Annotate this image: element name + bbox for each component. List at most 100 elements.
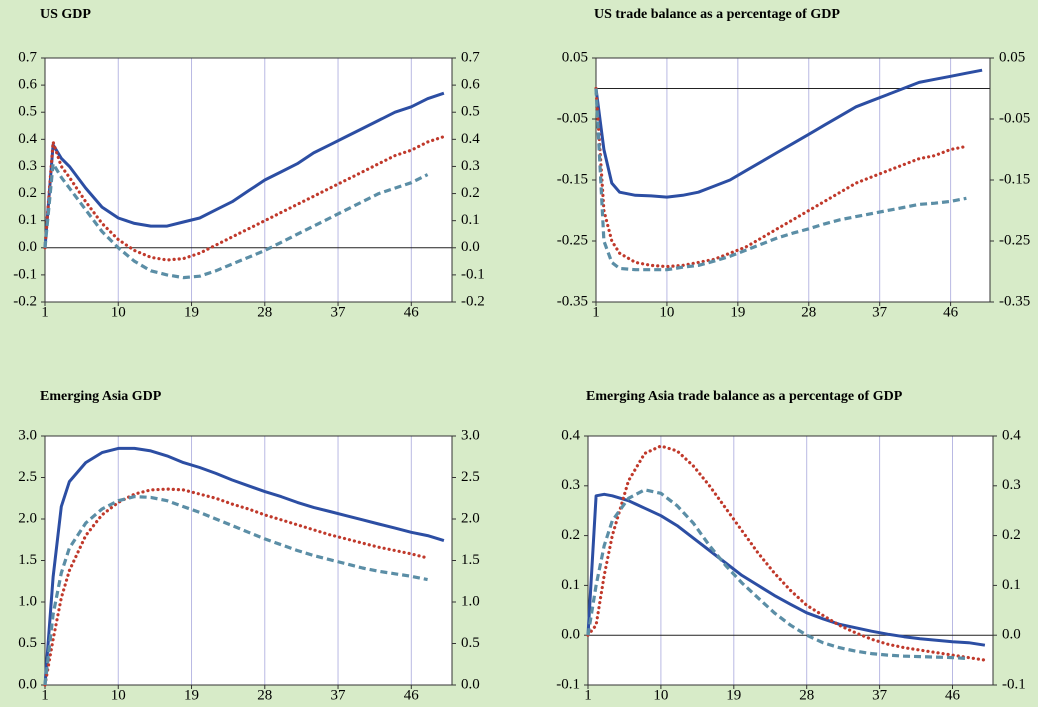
y2-tick-label: 0.4 — [1002, 427, 1021, 443]
y-tick-label: 0.4 — [18, 131, 37, 147]
y2-tick-label: 0.7 — [461, 49, 480, 65]
series-line — [594, 68, 983, 199]
x-tick-label: 1 — [41, 304, 49, 320]
chart-title: Emerging Asia trade balance as a percent… — [586, 389, 903, 404]
y-tick-label: 0.4 — [561, 427, 580, 443]
x-tick-label: 1 — [592, 304, 600, 320]
y-tick-label: 3.0 — [18, 427, 37, 443]
y2-tick-label: -0.1 — [461, 266, 485, 282]
series-line — [43, 446, 445, 686]
y2-tick-label: -0.2 — [461, 293, 485, 309]
y2-tick-label: 0.4 — [461, 131, 480, 147]
x-tick-label: 10 — [111, 687, 126, 703]
y-tick-label: 0.2 — [561, 527, 580, 543]
y-tick-label: -0.2 — [13, 293, 37, 309]
y2-tick-label: 0.6 — [461, 77, 480, 93]
x-tick-label: 28 — [801, 304, 816, 320]
x-tick-label: 28 — [257, 304, 272, 320]
y2-tick-label: -0.15 — [999, 171, 1030, 187]
y2-tick-label: 0.0 — [1002, 627, 1021, 643]
x-tick-label: 46 — [945, 687, 961, 703]
series-line — [43, 162, 429, 280]
y2-tick-label: 1.5 — [461, 552, 480, 568]
x-tick-label: 46 — [404, 687, 420, 703]
x-tick-label: 19 — [726, 687, 741, 703]
y-tick-label: 0.1 — [561, 577, 580, 593]
x-tick-label: 37 — [872, 687, 888, 703]
x-tick-label: 19 — [730, 304, 745, 320]
chart-title: US trade balance as a percentage of GDP — [594, 7, 840, 22]
y-tick-label: 2.5 — [18, 469, 37, 485]
x-tick-label: 10 — [653, 687, 668, 703]
y-tick-label: 0.3 — [561, 477, 580, 493]
y-tick-label: 0.2 — [18, 185, 37, 201]
plot-area — [588, 436, 993, 685]
plot-frame — [44, 435, 453, 686]
plot-area — [45, 58, 452, 302]
x-tick-label: 1 — [41, 687, 49, 703]
y2-tick-label: -0.1 — [1002, 676, 1026, 692]
series-line — [586, 488, 969, 661]
x-tick-label: 46 — [404, 304, 420, 320]
series-line — [43, 495, 428, 686]
y-tick-label: -0.25 — [557, 232, 588, 248]
y-tick-label: 0.05 — [562, 49, 588, 65]
y2-tick-label: 0.3 — [1002, 477, 1021, 493]
y-tick-label: -0.1 — [556, 676, 580, 692]
y-tick-label: -0.05 — [557, 110, 588, 126]
y-tick-label: 0.5 — [18, 104, 37, 120]
x-tick-label: 28 — [799, 687, 814, 703]
y2-tick-label: -0.25 — [999, 232, 1030, 248]
y-tick-label: 0.3 — [18, 158, 37, 174]
plot-area — [45, 436, 452, 685]
series-line — [586, 492, 986, 647]
y-tick-label: 0.0 — [18, 676, 37, 692]
y2-tick-label: 0.0 — [461, 676, 480, 692]
y-tick-label: -0.15 — [557, 171, 588, 187]
x-tick-label: 37 — [331, 687, 347, 703]
y2-tick-label: 1.0 — [461, 593, 480, 609]
chart-title: US GDP — [40, 7, 91, 22]
x-tick-label: 10 — [659, 304, 674, 320]
y2-tick-label: -0.35 — [999, 293, 1030, 309]
y2-tick-label: 2.0 — [461, 510, 480, 526]
y2-tick-label: 0.0 — [461, 239, 480, 255]
y-tick-label: 0.6 — [18, 77, 37, 93]
y-tick-label: 0.7 — [18, 49, 37, 65]
y2-tick-label: 0.3 — [461, 158, 480, 174]
y-tick-label: 0.5 — [18, 635, 37, 651]
y2-tick-label: 0.2 — [1002, 527, 1021, 543]
y-tick-label: 0.1 — [18, 212, 37, 228]
chart-title: Emerging Asia GDP — [40, 389, 162, 404]
y-tick-label: -0.35 — [557, 293, 588, 309]
y-tick-label: -0.1 — [13, 266, 37, 282]
series-line — [43, 91, 445, 248]
x-tick-label: 19 — [184, 687, 199, 703]
series-line — [43, 487, 430, 687]
y2-tick-label: 0.05 — [999, 49, 1025, 65]
series-line — [586, 444, 987, 662]
y2-tick-label: 0.5 — [461, 635, 480, 651]
y-tick-label: 0.0 — [561, 627, 580, 643]
y-tick-label: 2.0 — [18, 510, 37, 526]
y2-tick-label: 0.2 — [461, 185, 480, 201]
y-tick-label: 1.0 — [18, 593, 37, 609]
series-line — [594, 86, 968, 269]
y2-tick-label: 3.0 — [461, 427, 480, 443]
x-tick-label: 19 — [184, 304, 199, 320]
series-line — [43, 135, 446, 262]
plot-frame — [595, 57, 991, 303]
plot-frame — [44, 57, 453, 303]
x-tick-label: 10 — [111, 304, 126, 320]
x-tick-label: 46 — [943, 304, 959, 320]
y2-tick-label: 0.1 — [1002, 577, 1021, 593]
y2-tick-label: -0.05 — [999, 110, 1030, 126]
series-line — [594, 88, 967, 272]
x-tick-label: 1 — [584, 687, 592, 703]
y2-tick-label: 2.5 — [461, 469, 480, 485]
plot-frame — [587, 435, 994, 686]
x-tick-label: 37 — [872, 304, 888, 320]
y-tick-label: 1.5 — [18, 552, 37, 568]
y2-tick-label: 0.1 — [461, 212, 480, 228]
